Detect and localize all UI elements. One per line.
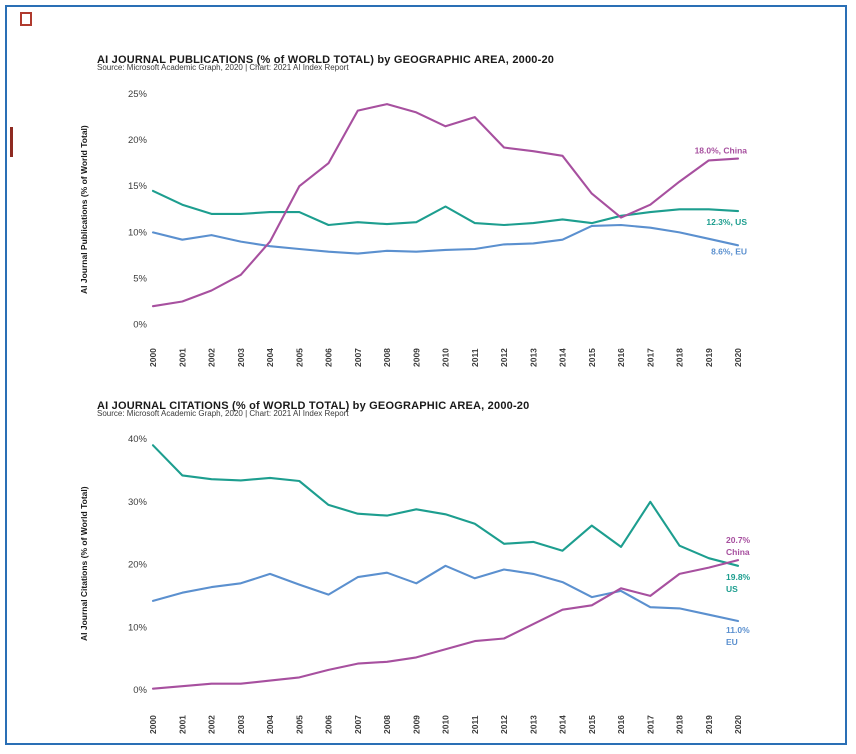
- x-tick-label: 2007: [353, 348, 363, 367]
- x-tick-label: 2015: [587, 348, 597, 367]
- eu-end-label: 11.0%: [726, 625, 750, 635]
- x-tick-label: 2016: [616, 348, 626, 367]
- red-annotation-dash: [10, 127, 13, 157]
- publications-chart-title: AI JOURNAL PUBLICATIONS (% of WORLD TOTA…: [97, 54, 555, 67]
- x-tick-label: 2014: [558, 715, 568, 734]
- x-tick-label: 2012: [499, 348, 509, 367]
- x-tick-label: 2018: [675, 715, 685, 734]
- china-series-line: [151, 559, 740, 690]
- y-tick-label: 5%: [133, 274, 147, 285]
- citations-chart-source: Source: Microsoft Academic Graph, 2020 |…: [97, 409, 349, 418]
- citations-line-plot: 0% 10% 20% 30% 40% 2000 2001 2002 2003 2004 2005 20…: [128, 434, 751, 734]
- x-tick-label: 2019: [704, 348, 714, 367]
- x-tick-label: 2005: [294, 715, 304, 734]
- red-annotation-square: [20, 12, 32, 26]
- x-tick-label: 2010: [441, 715, 451, 734]
- x-tick-label: 2008: [382, 348, 392, 367]
- y-tick-label: 20%: [128, 135, 148, 146]
- x-tick-label: 2007: [353, 715, 363, 734]
- report-page: AI JOURNAL PUBLICATIONS (% of WORLD TOTA…: [5, 5, 847, 745]
- china-end-label: 18.0%, China: [695, 146, 748, 156]
- x-tick-label: 2006: [324, 715, 334, 734]
- x-tick-label: 2008: [382, 715, 392, 734]
- x-tick-label: 2006: [324, 348, 334, 367]
- x-tick-label: 2015: [587, 715, 597, 734]
- us-series-line: [151, 189, 740, 227]
- x-tick-label: 2009: [411, 715, 421, 734]
- x-tick-label: 2002: [207, 348, 217, 367]
- us-end-label: 12.3%, US: [706, 217, 747, 227]
- x-tick-label: 2002: [207, 715, 217, 734]
- publications-line-plot: 0% 5% 10% 15% 20% 25% 2000 2001 2002 2003 2004 2005…: [128, 89, 748, 367]
- china-end-label: 20.7%: [726, 535, 751, 545]
- citations-chart-title: AI JOURNAL CITATIONS (% of WORLD TOTAL) …: [97, 400, 530, 413]
- x-tick-label: 2011: [470, 715, 480, 734]
- x-tick-label: 2003: [236, 348, 246, 367]
- us-series-line: [151, 444, 740, 567]
- publications-y-axis-label: AI Journal Publications (% of World Tota…: [79, 125, 89, 294]
- x-tick-label: 2000: [148, 348, 158, 367]
- x-tick-label: 2004: [265, 348, 275, 367]
- y-tick-label: 10%: [128, 622, 148, 633]
- x-tick-label: 2000: [148, 715, 158, 734]
- y-tick-label: 25%: [128, 89, 148, 100]
- x-tick-label: 2012: [499, 715, 509, 734]
- x-tick-label: 2013: [528, 715, 538, 734]
- y-tick-label: 15%: [128, 181, 148, 192]
- x-tick-label: 2009: [411, 348, 421, 367]
- y-tick-label: 0%: [133, 685, 147, 696]
- x-tick-label: 2016: [616, 715, 626, 734]
- y-tick-label: 40%: [128, 434, 148, 445]
- x-tick-label: 2020: [733, 348, 743, 367]
- x-tick-label: 2001: [177, 348, 187, 367]
- china-series-line: [151, 103, 740, 308]
- y-tick-label: 0%: [133, 320, 147, 331]
- x-tick-label: 2017: [645, 715, 655, 734]
- x-tick-label: 2013: [528, 348, 538, 367]
- x-tick-label: 2005: [294, 348, 304, 367]
- y-tick-label: 20%: [128, 560, 148, 571]
- x-tick-label: 2001: [177, 715, 187, 734]
- x-tick-label: 2014: [558, 348, 568, 367]
- x-tick-label: 2003: [236, 715, 246, 734]
- x-tick-label: 2020: [733, 715, 743, 734]
- y-tick-label: 10%: [128, 227, 148, 238]
- china-end-label: China: [726, 547, 750, 557]
- x-tick-label: 2017: [645, 348, 655, 367]
- y-tick-label: 30%: [128, 497, 148, 508]
- us-end-label: US: [726, 584, 738, 594]
- x-tick-label: 2011: [470, 348, 480, 367]
- eu-end-label: 8.6%, EU: [711, 246, 747, 256]
- eu-end-label: EU: [726, 637, 738, 647]
- x-tick-label: 2018: [675, 348, 685, 367]
- us-end-label: 19.8%: [726, 572, 751, 582]
- eu-series-line: [151, 564, 740, 623]
- citations-y-axis-label: AI Journal Citations (% of World Total): [79, 486, 89, 641]
- eu-series-line: [151, 223, 740, 255]
- x-tick-label: 2004: [265, 715, 275, 734]
- x-tick-label: 2019: [704, 715, 714, 734]
- publications-chart-source: Source: Microsoft Academic Graph, 2020 |…: [97, 63, 349, 72]
- x-tick-label: 2010: [441, 348, 451, 367]
